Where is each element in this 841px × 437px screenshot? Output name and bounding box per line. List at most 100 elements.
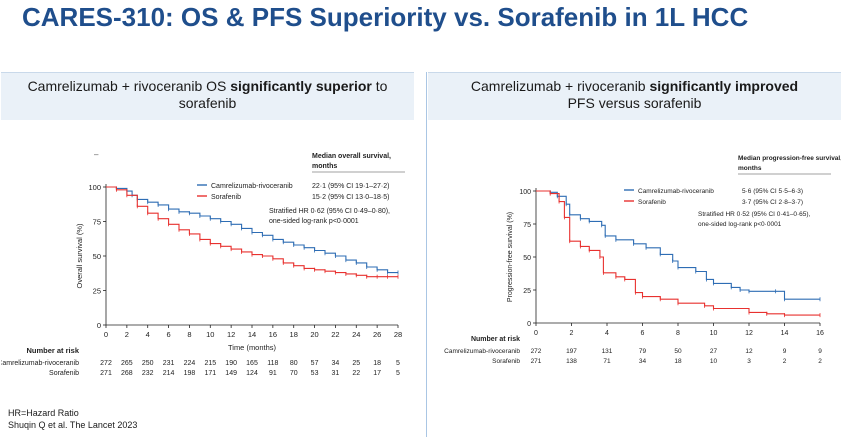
risk-value: 9 (818, 348, 822, 355)
risk-value: 91 (269, 370, 277, 377)
risk-value: 197 (566, 348, 577, 355)
y-axis-label: Overall survival (%) (75, 223, 84, 289)
y-tick-label: 50 (93, 252, 101, 261)
y-axis-label: Progression-free survival (%) (507, 212, 514, 302)
x-tick-label: 10 (206, 330, 214, 339)
legend-series-name: Sorafenib (638, 199, 666, 206)
risk-value: 31 (332, 370, 340, 377)
x-tick-label: 8 (187, 330, 191, 339)
risk-value: 10 (710, 358, 718, 365)
x-tick-label: 4 (146, 330, 150, 339)
legend-title: Median overall survival, (312, 153, 391, 160)
hr-annotation: Stratified HR 0·52 (95% CI 0·41–0·65), (698, 211, 811, 218)
x-tick-label: 0 (534, 330, 538, 337)
os-panel: Camrelizumab + rivoceranib OS significan… (1, 72, 414, 436)
pfs-panel-header: Camrelizumab + rivoceranib significantly… (428, 72, 841, 120)
risk-value: 149 (225, 370, 237, 377)
os-header-text-end: to sorafenib (178, 78, 388, 111)
risk-value: 57 (311, 360, 319, 367)
legend-median-value: 15·2 (95% CI 13·0–18·5) (312, 194, 389, 201)
slide-title: CARES-310: OS & PFS Superiority vs. Sora… (22, 2, 749, 32)
y-tick-label: 75 (523, 222, 531, 229)
x-tick-label: 12 (227, 330, 235, 339)
risk-value: 131 (602, 348, 613, 355)
y-tick-label: 25 (523, 288, 531, 295)
risk-value: 272 (100, 360, 112, 367)
hr-annotation: one-sided log-rank p<0·0001 (698, 221, 782, 228)
risk-value: 265 (121, 360, 133, 367)
x-tick-label: 20 (310, 330, 318, 339)
risk-value: 2 (783, 358, 787, 365)
hr-annotation: Stratified HR 0·62 (95% CI 0·49–0·80), (269, 208, 390, 215)
risk-value: 18 (373, 360, 381, 367)
risk-value: 224 (184, 360, 196, 367)
legend-title-line2: months (312, 163, 337, 170)
risk-value: 25 (352, 360, 360, 367)
risk-value: 214 (163, 370, 175, 377)
legend-title-line2: months (738, 165, 762, 172)
risk-value: 198 (184, 370, 196, 377)
risk-value: 2 (818, 358, 822, 365)
x-tick-label: 16 (816, 330, 824, 337)
y-tick-label: 100 (519, 189, 531, 196)
risk-value: 171 (204, 370, 216, 377)
x-tick-label: 8 (676, 330, 680, 337)
risk-value: 17 (373, 370, 381, 377)
risk-value: 53 (311, 370, 319, 377)
x-tick-label: 4 (605, 330, 609, 337)
risk-value: 34 (639, 358, 647, 365)
risk-value: 27 (710, 348, 718, 355)
x-tick-label: 2 (125, 330, 129, 339)
risk-value: 34 (332, 360, 340, 367)
risk-value: 12 (745, 348, 753, 355)
risk-table-label: Number at risk (26, 346, 79, 355)
y-tick-label: 0 (527, 321, 531, 328)
risk-value: 71 (603, 358, 611, 365)
x-tick-label: 12 (745, 330, 753, 337)
risk-value: 215 (204, 360, 216, 367)
os-header-text: Camrelizumab + rivoceranib OS (27, 78, 231, 94)
x-tick-label: 14 (781, 330, 789, 337)
risk-row-name: Sorafenib (492, 358, 520, 365)
x-tick-label: 6 (641, 330, 645, 337)
km-curve-camrelizumab-rivoceranib (536, 190, 820, 300)
risk-value: 118 (267, 360, 278, 367)
risk-value: 124 (246, 370, 258, 377)
stray-dash-mark: – (94, 150, 99, 159)
footnote-reference: Shuqin Q et al. The Lancet 2023 (8, 420, 138, 430)
risk-value: 271 (100, 370, 112, 377)
risk-value: 9 (783, 348, 787, 355)
pfs-km-chart: 0 25 50 75 100 0 2 4 6 8 10 12 14 16 Progression-free … (444, 155, 841, 365)
risk-value: 3 (747, 358, 751, 365)
legend-series-name: Sorafenib (211, 194, 241, 201)
pfs-panel: Camrelizumab + rivoceranib significantly… (428, 72, 841, 436)
km-curve-sorafenib (536, 190, 820, 316)
y-tick-label: 0 (97, 321, 101, 330)
hr-annotation: one-sided log-rank p<0·0001 (269, 218, 359, 225)
y-tick-label: 25 (93, 287, 101, 296)
risk-value: 190 (225, 360, 237, 367)
legend-title: Median progression-free survival, (738, 155, 841, 162)
risk-value: 272 (531, 348, 542, 355)
risk-value: 22 (352, 370, 360, 377)
risk-value: 271 (531, 358, 542, 365)
legend-median-value: 3·7 (95% CI 2·8–3·7) (742, 199, 803, 206)
risk-value: 70 (290, 370, 298, 377)
x-tick-label: 6 (166, 330, 170, 339)
risk-value: 5 (396, 370, 400, 377)
risk-value: 165 (246, 360, 258, 367)
risk-row-name: Camrelizumab-rivoceranib (1, 360, 79, 367)
os-header-bold: significantly superior (230, 78, 372, 94)
x-tick-label: 18 (290, 330, 298, 339)
risk-value: 79 (639, 348, 647, 355)
x-tick-label: 10 (710, 330, 718, 337)
risk-value: 138 (566, 358, 577, 365)
risk-value: 268 (121, 370, 133, 377)
x-tick-label: 26 (373, 330, 381, 339)
os-panel-header: Camrelizumab + rivoceranib OS significan… (1, 72, 414, 120)
risk-value: 231 (163, 360, 175, 367)
x-axis-label: Time (months) (228, 343, 277, 352)
risk-value: 18 (674, 358, 682, 365)
y-tick-label: 50 (523, 255, 531, 262)
